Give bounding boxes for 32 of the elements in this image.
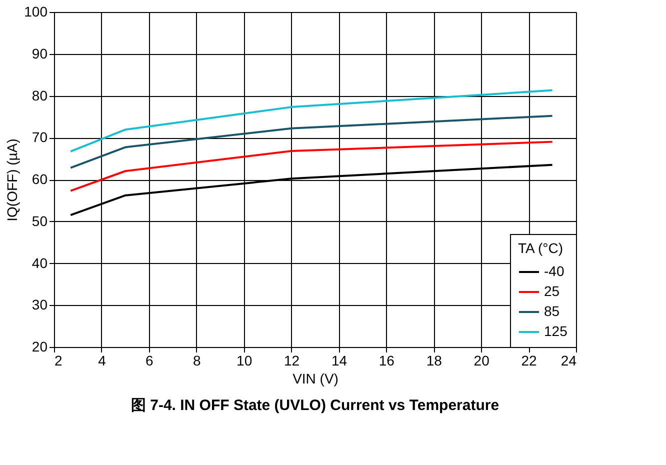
line-series bbox=[70, 140, 554, 192]
x-tick-label: 6 bbox=[146, 352, 154, 368]
x-tick-label: 8 bbox=[192, 352, 201, 368]
x-tick-label: 4 bbox=[98, 352, 106, 368]
legend-label: 25 bbox=[544, 283, 560, 299]
y-tick-label: 60 bbox=[32, 171, 48, 187]
x-tick-label: 20 bbox=[474, 352, 490, 368]
y-tick-label: 100 bbox=[24, 4, 48, 20]
y-tick-label: 80 bbox=[32, 87, 48, 104]
y-tick-label: 40 bbox=[32, 254, 48, 271]
text: 图 7-4. IN OFF State (UVLO) Current vs Temperature bbox=[130, 397, 500, 414]
x-tick-label: 2 bbox=[54, 352, 62, 368]
legend-title: TA (°C) bbox=[518, 240, 564, 256]
x-tick-label: 22 bbox=[521, 352, 538, 368]
y-tick-label: 30 bbox=[32, 296, 48, 313]
y-tick-label: 70 bbox=[32, 129, 48, 146]
legend-label: -40 bbox=[544, 263, 564, 279]
y-tick-label: 90 bbox=[32, 45, 48, 62]
y-tick-label: 50 bbox=[32, 212, 48, 229]
line-series bbox=[70, 114, 554, 169]
x-tick-label: 14 bbox=[331, 352, 348, 368]
x-tick-label: 12 bbox=[284, 352, 300, 368]
x-tick-label: 16 bbox=[378, 352, 395, 368]
legend-label: 125 bbox=[544, 323, 568, 339]
x-tick-label: 18 bbox=[426, 352, 442, 368]
x-axis-title: VIN (V) bbox=[292, 370, 338, 386]
legend-label: 85 bbox=[544, 303, 560, 319]
x-tick-label: 24 bbox=[560, 352, 577, 368]
y-tick-label: 20 bbox=[32, 338, 48, 354]
x-tick-label: 10 bbox=[236, 352, 252, 368]
y-axis-title: IQ(OFF) (µA) bbox=[4, 138, 20, 222]
line-series bbox=[70, 89, 554, 152]
